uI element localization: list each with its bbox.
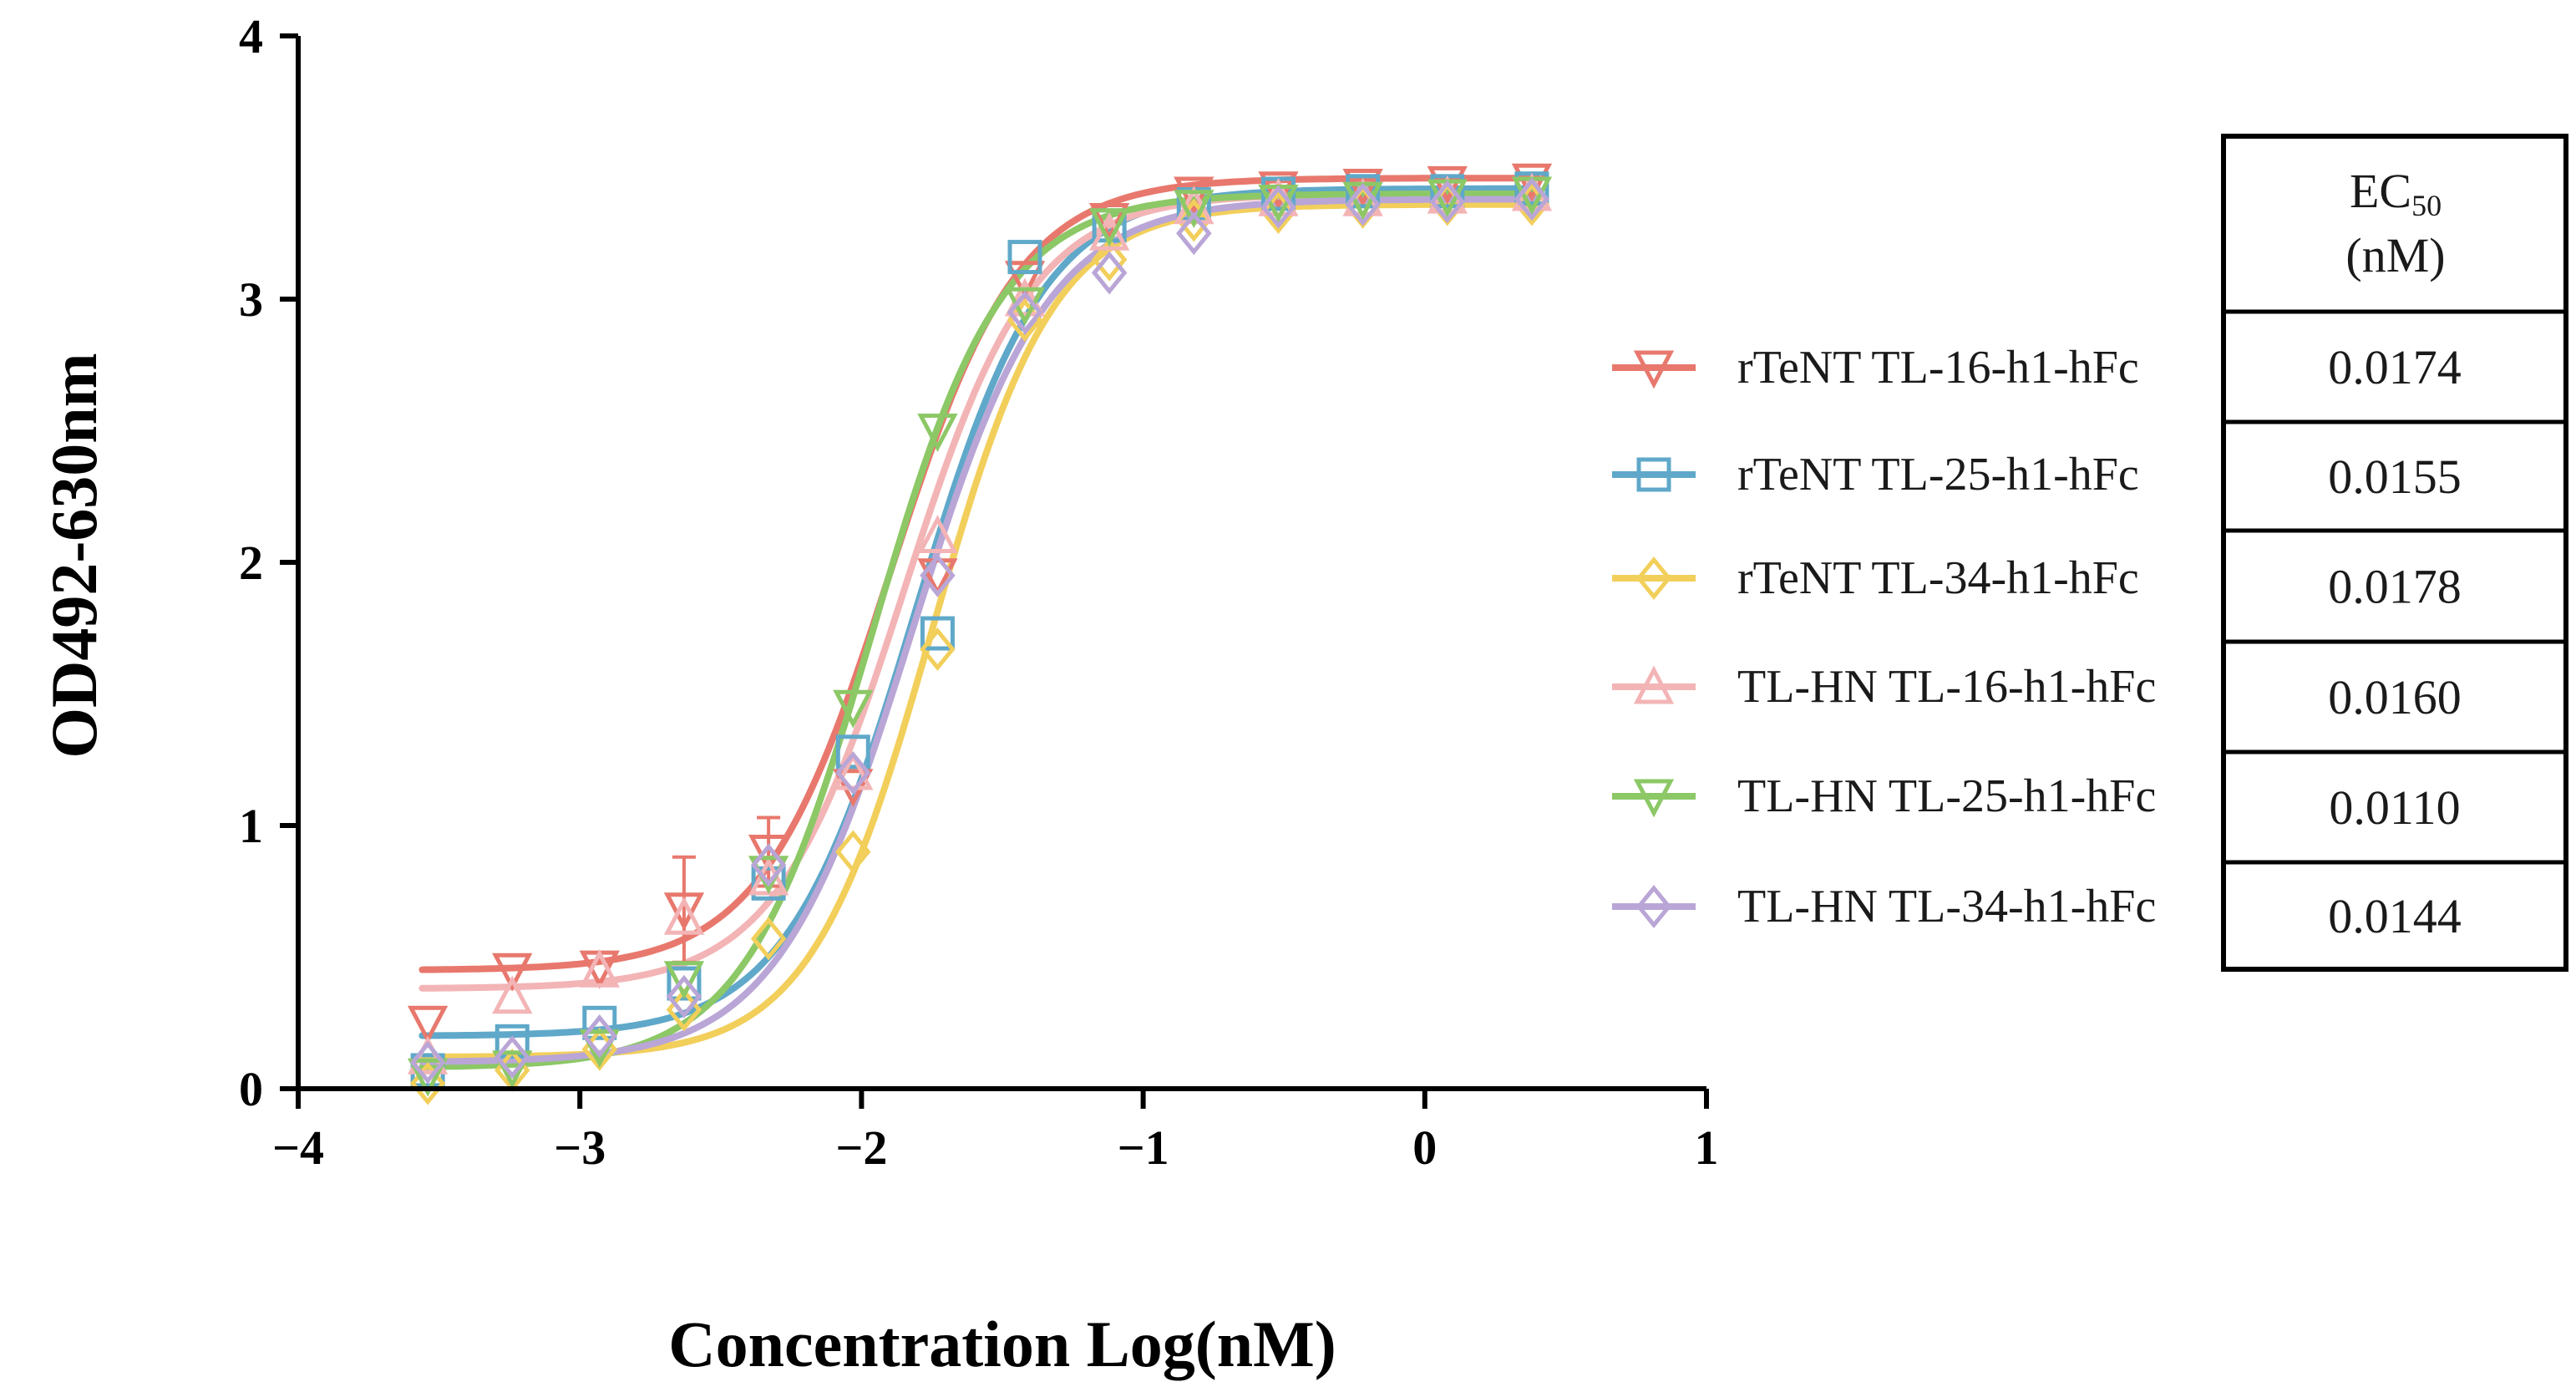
- data-point-series-5: [407, 1058, 449, 1097]
- x-tick-label: −4: [272, 1120, 324, 1175]
- table-cell-ec50: 0.0110: [2329, 780, 2460, 835]
- data-point-series-6: [1514, 177, 1550, 221]
- fit-curve-series-5: [418, 191, 1541, 1070]
- data-point-series-3: [1176, 198, 1212, 242]
- data-point-series-1: [1511, 163, 1553, 202]
- data-point-series-6: [835, 751, 871, 795]
- data-point-series-5: [1174, 190, 1214, 229]
- table-border: [2221, 134, 2568, 972]
- data-markers: [407, 163, 1553, 1105]
- y-axis-title: OD492-630nm: [38, 353, 110, 758]
- data-point-series-6: [1176, 211, 1212, 256]
- data-point-series-2: [751, 866, 786, 901]
- data-point-series-3: [1091, 237, 1128, 282]
- data-point-series-4: [663, 896, 705, 935]
- data-point-series-3: [835, 830, 871, 874]
- data-point-series-6: [1007, 290, 1043, 334]
- x-tick-label: −1: [1118, 1120, 1169, 1175]
- data-point-series-4: [579, 948, 620, 988]
- data-point-series-6: [1091, 251, 1128, 295]
- data-point-series-1: [492, 953, 533, 992]
- fit-curves: [418, 175, 1541, 1070]
- data-point-series-1: [917, 558, 958, 597]
- x-tick-label: −3: [554, 1120, 606, 1175]
- data-point-series-6: [1345, 182, 1381, 226]
- table-cell-ec50: 0.0155: [2328, 450, 2462, 504]
- data-point-series-5: [663, 961, 705, 1000]
- table-header-ec: EC50: [2350, 164, 2442, 222]
- legend-marker: [1636, 457, 1671, 492]
- data-point-series-1: [748, 835, 789, 873]
- ec50-table: EC50 (nM) 0.0174 0.0155 0.0178 0.0160 0.0110…: [2221, 134, 2568, 972]
- x-tick-label: 0: [1412, 1120, 1437, 1175]
- data-point-series-1: [663, 892, 705, 932]
- table-cell-ec50: 0.0174: [2328, 340, 2462, 394]
- data-point-series-1: [1258, 171, 1299, 211]
- legend-marker: [1635, 556, 1672, 600]
- data-point-series-2: [920, 616, 955, 651]
- legend-label: rTeNT TL-34-h1-hFc: [1737, 552, 2139, 604]
- data-point-series-1: [1427, 165, 1468, 205]
- table-cell-ec50: 0.0144: [2328, 889, 2462, 943]
- data-point-series-1: [1088, 203, 1130, 241]
- data-point-series-1: [1004, 261, 1046, 300]
- axes: 0 1 2 3 4 −4 −3 −2 −1 0 1: [239, 9, 1719, 1175]
- data-point-series-6: [1429, 180, 1466, 224]
- data-point-series-4: [1088, 211, 1130, 251]
- data-point-series-6: [920, 553, 956, 597]
- fit-curve-series-4: [418, 191, 1541, 992]
- data-point-series-3: [750, 917, 787, 961]
- data-point-series-4: [1004, 277, 1046, 317]
- data-point-series-6: [666, 974, 702, 1019]
- data-point-series-6: [494, 1035, 530, 1080]
- y-tick-label: 4: [239, 9, 263, 64]
- x-axis-title: Concentration Log(nM): [668, 1308, 1336, 1380]
- table-header-unit: (nM): [2345, 228, 2445, 282]
- y-tick-label: 1: [239, 799, 263, 853]
- data-point-series-1: [1174, 176, 1214, 216]
- legend-marker: [1633, 350, 1675, 389]
- data-point-series-6: [581, 1014, 618, 1058]
- table-cell-ec50: 0.0178: [2328, 560, 2462, 614]
- legend-label: rTeNT TL-16-h1-hFc: [1737, 342, 2139, 394]
- legend-label: TL-HN TL-25-h1-hFc: [1737, 770, 2156, 822]
- data-point-series-6: [1260, 185, 1296, 229]
- data-point-series-3: [1260, 191, 1296, 234]
- legend-marker: [1635, 885, 1672, 928]
- x-tick-label: −2: [835, 1120, 887, 1175]
- data-point-series-2: [1007, 240, 1042, 275]
- fit-curve-series-2: [418, 185, 1541, 1039]
- legend-marker: [1633, 665, 1675, 704]
- data-point-series-5: [917, 414, 958, 452]
- data-point-series-5: [1088, 208, 1130, 247]
- legend-label: rTeNT TL-25-h1-hFc: [1737, 449, 2139, 500]
- data-point-series-6: [750, 843, 787, 887]
- legend-label: TL-HN TL-16-h1-hFc: [1737, 661, 2156, 713]
- x-tick-label: 1: [1695, 1120, 1719, 1175]
- data-point-series-4: [833, 751, 874, 790]
- data-point-series-6: [409, 1040, 446, 1085]
- data-point-series-1: [407, 1005, 449, 1044]
- data-point-series-5: [833, 689, 874, 729]
- data-point-series-1: [1342, 169, 1383, 207]
- data-point-series-3: [920, 627, 956, 671]
- legend-label: TL-HN TL-34-h1-hFc: [1737, 881, 2156, 932]
- data-point-series-2: [494, 1024, 530, 1059]
- table-cell-ec50: 0.0160: [2328, 670, 2462, 724]
- y-tick-label: 0: [239, 1062, 263, 1116]
- legend: rTeNT TL-16-h1-hFc rTeNT TL-25-h1-hFc rTeN…: [1612, 342, 2156, 932]
- legend-marker: [1633, 779, 1675, 818]
- fit-curve-series-1: [418, 175, 1541, 973]
- data-point-series-2: [835, 734, 870, 770]
- data-point-series-2: [582, 1005, 617, 1040]
- y-tick-label: 2: [239, 536, 263, 590]
- data-point-series-4: [492, 975, 533, 1014]
- y-tick-label: 3: [239, 272, 263, 327]
- data-point-series-4: [917, 515, 958, 553]
